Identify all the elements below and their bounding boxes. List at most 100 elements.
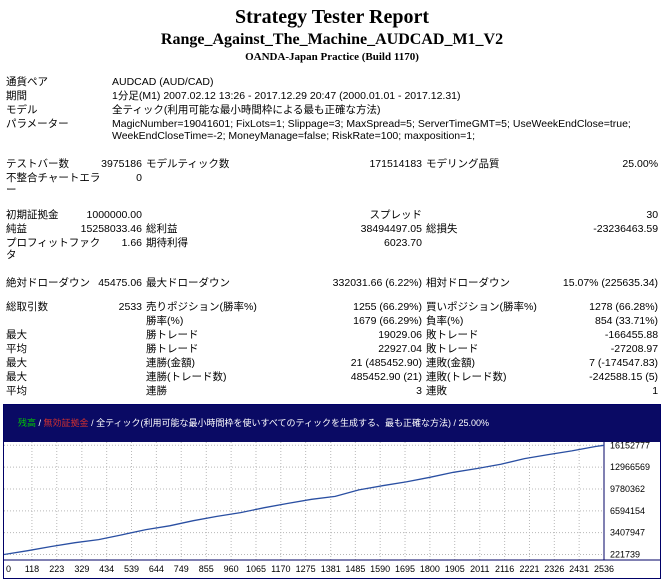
x-axis-label: 223 [49,564,64,574]
gross-profit-value: 38494497.05 [360,222,422,235]
loss-trades-label: 負率(%) [426,314,464,327]
absolute-drawdown-label: 絶対ドローダウン [6,276,90,289]
max-consecutive-loss-value: -242588.15 (5) [589,371,659,384]
avg-consecutive-losses-label: 連敗 [426,385,447,398]
legend-equity: 無効証拠金 [43,418,89,429]
table-row: 通貨ペア AUDCAD (AUD/CAD) [4,75,660,89]
table-row: 最大 連勝(金額) 21 (485452.90) 連敗(金額) 7 (-1745… [4,356,660,370]
y-axis-label: 221739 [610,550,640,560]
table-row: 不整合チャートエラー 0 [4,171,660,197]
parameters-value: MagicNumber=19041601; FixLots=1; Slippag… [112,118,631,143]
max-consecutive-profit-label: 連勝(トレード数) [146,371,227,384]
model-label: モデル [6,104,38,117]
x-axis-label: 118 [25,564,39,574]
loss-trades-value: 854 (33.71%) [595,314,659,327]
maximal-drawdown-label: 最大ドローダウン [146,276,230,289]
table-row: プロフィットファクタ 1.66 期待利得 6023.70 [4,236,660,262]
balance-graph: 221739 3407947 6594154 9780362 12966569 16152… [4,442,660,579]
max-consecutive-wins-value: 21 (485452.90) [350,357,422,370]
period-label: 期間 [6,90,27,103]
average-cons-row-label: 平均 [6,385,27,398]
account-info: OANDA-Japan Practice (Build 1170) [245,51,419,63]
relative-drawdown-label: 相対ドローダウン [426,276,510,289]
x-axis-label: 749 [174,564,189,574]
x-axis-label: 2116 [495,564,514,574]
x-axis-label: 434 [99,564,114,574]
total-net-profit-value: 15258033.46 [80,222,142,235]
x-axis-label: 960 [224,564,239,574]
table-row: 純益 15258033.46 総利益 38494497.05 総損失 -2323… [4,222,660,236]
legend-separator: / [36,418,44,429]
table-row: 勝率(%) 1679 (66.29%) 負率(%) 854 (33.71%) [4,314,660,328]
x-axis-label: 2221 [519,564,539,574]
max-consecutive-losses-value: 7 (-174547.83) [589,357,659,370]
x-axis-label: 1485 [345,564,365,574]
initial-deposit-value: 1000000.00 [86,208,142,221]
table-row: 総取引数 2533 売りポジション(勝率%) 1255 (66.29%) 買いポ… [4,300,660,314]
x-axis-label: 0 [6,564,11,574]
max-consecutive-wins-label: 連勝(金額) [146,357,195,370]
x-axis-label: 329 [74,564,89,574]
x-axis-label: 644 [149,564,164,574]
legend-description: 全ティック(利用可能な最小時間枠を使いすべてのティックを生成する、最も正確な方法… [96,418,490,429]
maximum-row-label: 最大 [6,357,27,370]
largest-row-label: 最大 [6,328,27,341]
table-row: 期間 1分足(M1) 2007.02.12 13:26 - 2017.12.29… [4,89,660,103]
long-positions-value: 1278 (66.28%) [589,300,659,313]
legend-balance: 残高 [18,418,37,429]
average-loss-trade-label: 敗トレード [426,343,479,355]
total-net-profit-label: 純益 [6,222,27,235]
gross-profit-label: 総利益 [146,222,178,235]
modelling-quality-value: 25.00% [622,158,659,171]
page-title: Strategy Tester Report [234,6,430,28]
profit-trades-value: 1679 (66.29%) [353,314,422,327]
balance-line [4,444,605,556]
table-row: テストバー数 3975186 モデルティック数 171514183 モデリング品… [4,157,660,171]
y-axis-label: 9780362 [610,484,645,494]
x-axis-label: 1695 [395,564,415,574]
gross-loss-label: 総損失 [426,222,458,235]
table-row: モデル 全ティック(利用可能な最小時間枠による最も正確な方法) [4,103,660,117]
y-axis-label: 16152777 [610,442,650,450]
relative-drawdown-value: 15.07% (225635.34) [562,276,659,289]
max-consecutive-losses-label: 連敗(金額) [426,357,475,370]
average-profit-trade-label: 勝トレード [146,343,199,355]
balance-chart: 残高 / 無効証拠金 / 全ティック(利用可能な最小時間枠を使いすべてのティック… [3,404,661,579]
x-axis-label: 2011 [470,564,489,574]
table-row: 平均 勝トレード 22927.04 敗トレード -27208.97 [4,342,660,356]
y-axis-label: 12966569 [610,462,650,472]
x-axis-label: 1381 [321,564,341,574]
parameters-label: パラメーター [6,118,69,131]
table-row: 最大 連勝(トレード数) 485452.90 (21) 連敗(トレード数) -2… [4,370,660,384]
largest-profit-trade-value: 19029.06 [378,328,422,341]
maximal-row-label: 最大 [6,371,27,384]
profit-factor-value: 1.66 [121,236,142,249]
average-loss-trade-value: -27208.97 [610,343,659,355]
y-axis-label: 3407947 [610,528,645,538]
mismatched-errors-label: 不整合チャートエラー [6,172,101,197]
x-axis-label: 1905 [445,564,465,574]
long-positions-label: 買いポジション(勝率%) [426,300,537,313]
largest-profit-trade-label: 勝トレード [146,328,199,341]
x-axis-label: 1590 [370,564,390,574]
largest-loss-trade-value: -166455.88 [604,328,659,341]
mismatched-errors-value: 0 [136,172,142,185]
bars-in-test-value: 3975186 [101,158,142,171]
absolute-drawdown-value: 45475.06 [98,276,142,289]
x-axis-label: 1170 [271,564,290,574]
largest-loss-trade-label: 敗トレード [426,328,479,341]
avg-consecutive-wins-value: 3 [416,385,422,398]
avg-consecutive-wins-label: 連勝 [146,385,167,398]
average-row-label: 平均 [6,343,27,355]
ticks-modelled-label: モデルティック数 [146,158,230,171]
symbol-label: 通貨ペア [6,76,48,88]
ticks-modelled-value: 171514183 [369,158,422,171]
table-row: パラメーター MagicNumber=19041601; FixLots=1; … [4,117,660,143]
x-axis-label: 855 [199,564,214,574]
bars-in-test-label: テストバー数 [6,158,69,171]
profit-factor-label: プロフィットファクタ [6,236,101,261]
gross-loss-value: -23236463.59 [593,222,659,235]
strategy-name: Range_Against_The_Machine_AUDCAD_M1_V2 [160,31,504,48]
max-consecutive-loss-label: 連敗(トレード数) [426,371,507,384]
x-axis-label: 2326 [544,564,564,574]
